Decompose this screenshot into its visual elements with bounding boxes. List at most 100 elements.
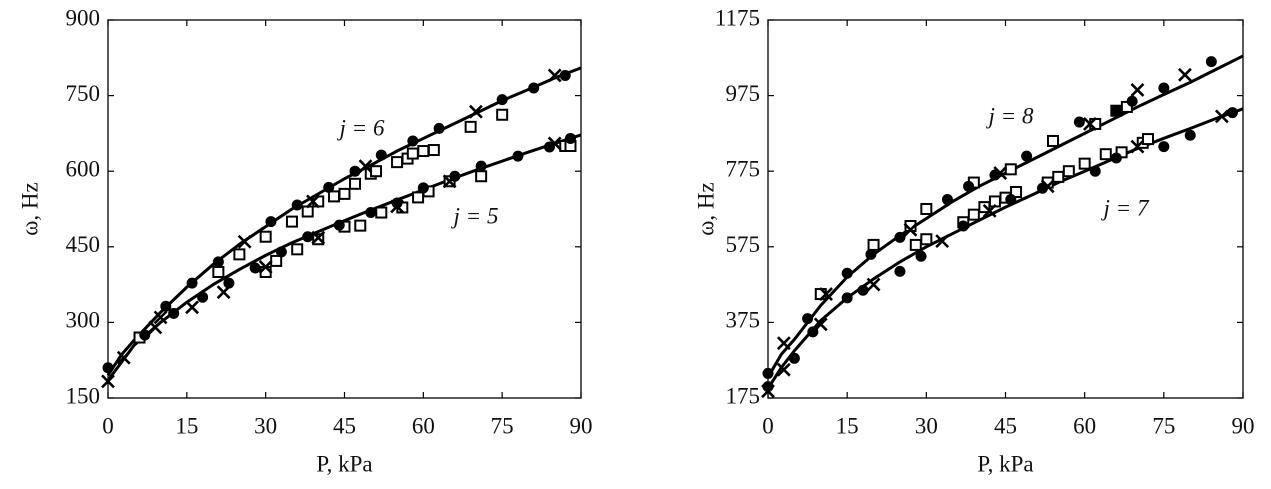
circle-marker bbox=[957, 220, 969, 232]
circle-marker bbox=[963, 180, 975, 192]
cross-marker bbox=[306, 194, 320, 209]
circle-marker bbox=[1110, 105, 1122, 117]
square-marker bbox=[354, 219, 367, 232]
y-tick-label: 150 bbox=[66, 383, 101, 408]
square-marker bbox=[1010, 185, 1023, 198]
circle-marker bbox=[857, 284, 869, 296]
cross-marker bbox=[1214, 109, 1229, 124]
circle-marker bbox=[1158, 82, 1170, 94]
cross-marker bbox=[993, 166, 1008, 181]
square-marker bbox=[270, 254, 283, 267]
circle-marker bbox=[391, 197, 403, 209]
square-marker bbox=[327, 190, 340, 203]
square-marker bbox=[1047, 134, 1059, 147]
circle-marker bbox=[102, 362, 114, 374]
square-marker bbox=[1142, 133, 1154, 146]
cross-marker bbox=[237, 234, 252, 249]
y-tick-label: 450 bbox=[66, 232, 101, 257]
circle-marker bbox=[1184, 129, 1196, 141]
x-tick-label: 0 bbox=[102, 413, 114, 438]
curve bbox=[766, 107, 1244, 390]
cross-marker bbox=[258, 260, 273, 274]
circle-marker bbox=[1110, 152, 1122, 164]
circle-marker bbox=[528, 82, 540, 94]
circle-marker bbox=[417, 182, 429, 194]
circle-marker bbox=[894, 265, 906, 277]
x-tick-label: 90 bbox=[570, 413, 593, 438]
y-tick-label: 175 bbox=[726, 383, 761, 408]
square-marker bbox=[212, 266, 225, 278]
circle-marker bbox=[139, 329, 151, 341]
cross-marker bbox=[468, 104, 483, 119]
cross-marker bbox=[761, 384, 775, 399]
annotation: j = 5 bbox=[451, 203, 499, 228]
x-tick-label: 90 bbox=[1232, 413, 1255, 438]
x-tick-label: 0 bbox=[762, 413, 774, 438]
circle-marker bbox=[160, 300, 172, 312]
y-tick-label: 1175 bbox=[715, 5, 760, 30]
circle-marker bbox=[865, 248, 877, 260]
x-tick-label: 45 bbox=[333, 413, 356, 438]
circle-marker bbox=[349, 165, 361, 177]
square-marker bbox=[1062, 165, 1075, 178]
square-marker bbox=[475, 170, 488, 183]
x-tick-label: 30 bbox=[254, 413, 277, 438]
circle-marker bbox=[475, 160, 487, 172]
circle-marker bbox=[1205, 56, 1217, 68]
circle-marker bbox=[249, 262, 261, 274]
circle-marker bbox=[841, 267, 853, 279]
circle-marker bbox=[788, 352, 800, 364]
circle-marker bbox=[291, 199, 303, 211]
cross-marker bbox=[116, 350, 131, 365]
circle-marker bbox=[762, 367, 774, 379]
annotation: j = 6 bbox=[337, 115, 385, 140]
circle-marker bbox=[1226, 107, 1238, 119]
cross-marker bbox=[1130, 139, 1145, 154]
square-marker bbox=[1078, 157, 1091, 170]
circle-marker bbox=[1126, 95, 1138, 107]
square-marker bbox=[464, 120, 477, 133]
cross-marker bbox=[813, 317, 828, 332]
circle-marker bbox=[323, 181, 335, 193]
cross-marker bbox=[1130, 83, 1145, 97]
cross-marker bbox=[442, 174, 457, 189]
circle-marker bbox=[275, 246, 287, 258]
circle-marker bbox=[302, 231, 314, 243]
square-marker bbox=[920, 233, 933, 246]
plot-frame bbox=[107, 19, 582, 399]
cross-marker bbox=[390, 199, 404, 214]
cross-marker bbox=[776, 362, 791, 377]
circle-marker bbox=[375, 149, 387, 161]
cross-marker bbox=[935, 234, 950, 249]
x-tick-label: 45 bbox=[994, 413, 1017, 438]
y-tick-label: 975 bbox=[726, 81, 761, 106]
square-marker bbox=[867, 238, 880, 251]
circle-marker bbox=[265, 216, 277, 228]
y-tick-label: 600 bbox=[66, 156, 101, 181]
circle-marker bbox=[365, 207, 377, 219]
x-tick-label: 30 bbox=[915, 413, 938, 438]
cross-marker bbox=[153, 310, 168, 325]
circle-marker bbox=[802, 313, 814, 325]
x-tick-label: 75 bbox=[491, 413, 514, 438]
x-tick-label: 60 bbox=[1073, 413, 1096, 438]
x-tick-label: 60 bbox=[412, 413, 435, 438]
cross-marker bbox=[547, 68, 562, 83]
circle-marker bbox=[212, 256, 224, 268]
circle-marker bbox=[1073, 116, 1085, 128]
x-axis-label: P, kPa bbox=[977, 451, 1033, 476]
square-marker bbox=[259, 230, 272, 243]
circle-marker bbox=[407, 135, 419, 147]
x-tick-label: 15 bbox=[175, 413, 198, 438]
y-axis-label: ω, Hz bbox=[17, 182, 42, 235]
annotation: j = 8 bbox=[986, 103, 1034, 128]
plot-frame bbox=[767, 19, 1244, 399]
square-marker bbox=[233, 248, 246, 261]
circle-marker bbox=[496, 94, 508, 106]
cross-marker bbox=[1040, 179, 1055, 194]
circle-marker bbox=[512, 150, 524, 162]
x-axis-label: P, kPa bbox=[316, 451, 372, 476]
square-marker bbox=[417, 145, 430, 158]
cross-marker bbox=[311, 230, 326, 245]
